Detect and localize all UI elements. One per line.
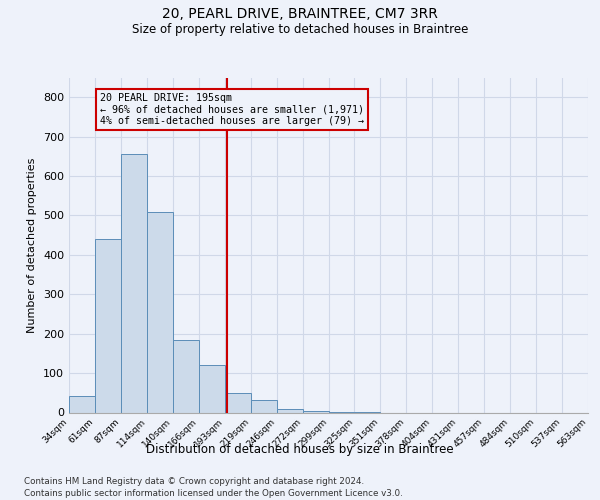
Bar: [148, 212, 173, 412]
Bar: [199, 365, 225, 412]
Bar: [302, 410, 329, 412]
Text: Contains HM Land Registry data © Crown copyright and database right 2024.: Contains HM Land Registry data © Crown c…: [24, 478, 364, 486]
Text: 20, PEARL DRIVE, BRAINTREE, CM7 3RR: 20, PEARL DRIVE, BRAINTREE, CM7 3RR: [162, 8, 438, 22]
Bar: [95, 239, 121, 412]
Bar: [173, 340, 199, 412]
Bar: [251, 400, 277, 412]
Bar: [121, 154, 148, 412]
Bar: [277, 408, 302, 412]
Bar: [225, 393, 251, 412]
Text: Size of property relative to detached houses in Braintree: Size of property relative to detached ho…: [132, 22, 468, 36]
Y-axis label: Number of detached properties: Number of detached properties: [28, 158, 37, 332]
Bar: [69, 396, 95, 412]
Text: Contains public sector information licensed under the Open Government Licence v3: Contains public sector information licen…: [24, 489, 403, 498]
Text: Distribution of detached houses by size in Braintree: Distribution of detached houses by size …: [146, 442, 454, 456]
Text: 20 PEARL DRIVE: 195sqm
← 96% of detached houses are smaller (1,971)
4% of semi-d: 20 PEARL DRIVE: 195sqm ← 96% of detached…: [100, 94, 364, 126]
